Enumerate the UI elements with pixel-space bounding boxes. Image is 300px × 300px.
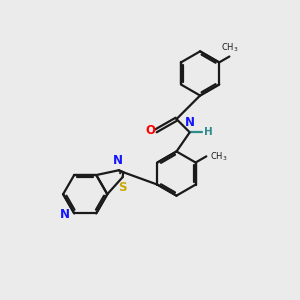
- Text: N: N: [185, 116, 195, 129]
- Text: S: S: [118, 181, 127, 194]
- Text: H: H: [204, 127, 213, 137]
- Text: CH$_3$: CH$_3$: [220, 42, 238, 55]
- Text: O: O: [146, 124, 156, 137]
- Text: CH$_3$: CH$_3$: [210, 150, 227, 163]
- Text: N: N: [60, 208, 70, 221]
- Text: N: N: [113, 154, 123, 167]
